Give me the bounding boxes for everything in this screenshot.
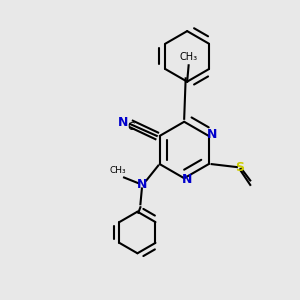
Text: N: N [182,173,192,186]
Text: S: S [235,160,244,174]
Text: N: N [117,116,128,129]
Text: N: N [207,128,217,141]
Text: C: C [128,122,135,132]
Text: N: N [137,178,147,191]
Text: CH₃: CH₃ [110,166,126,175]
Text: CH₃: CH₃ [180,52,198,62]
